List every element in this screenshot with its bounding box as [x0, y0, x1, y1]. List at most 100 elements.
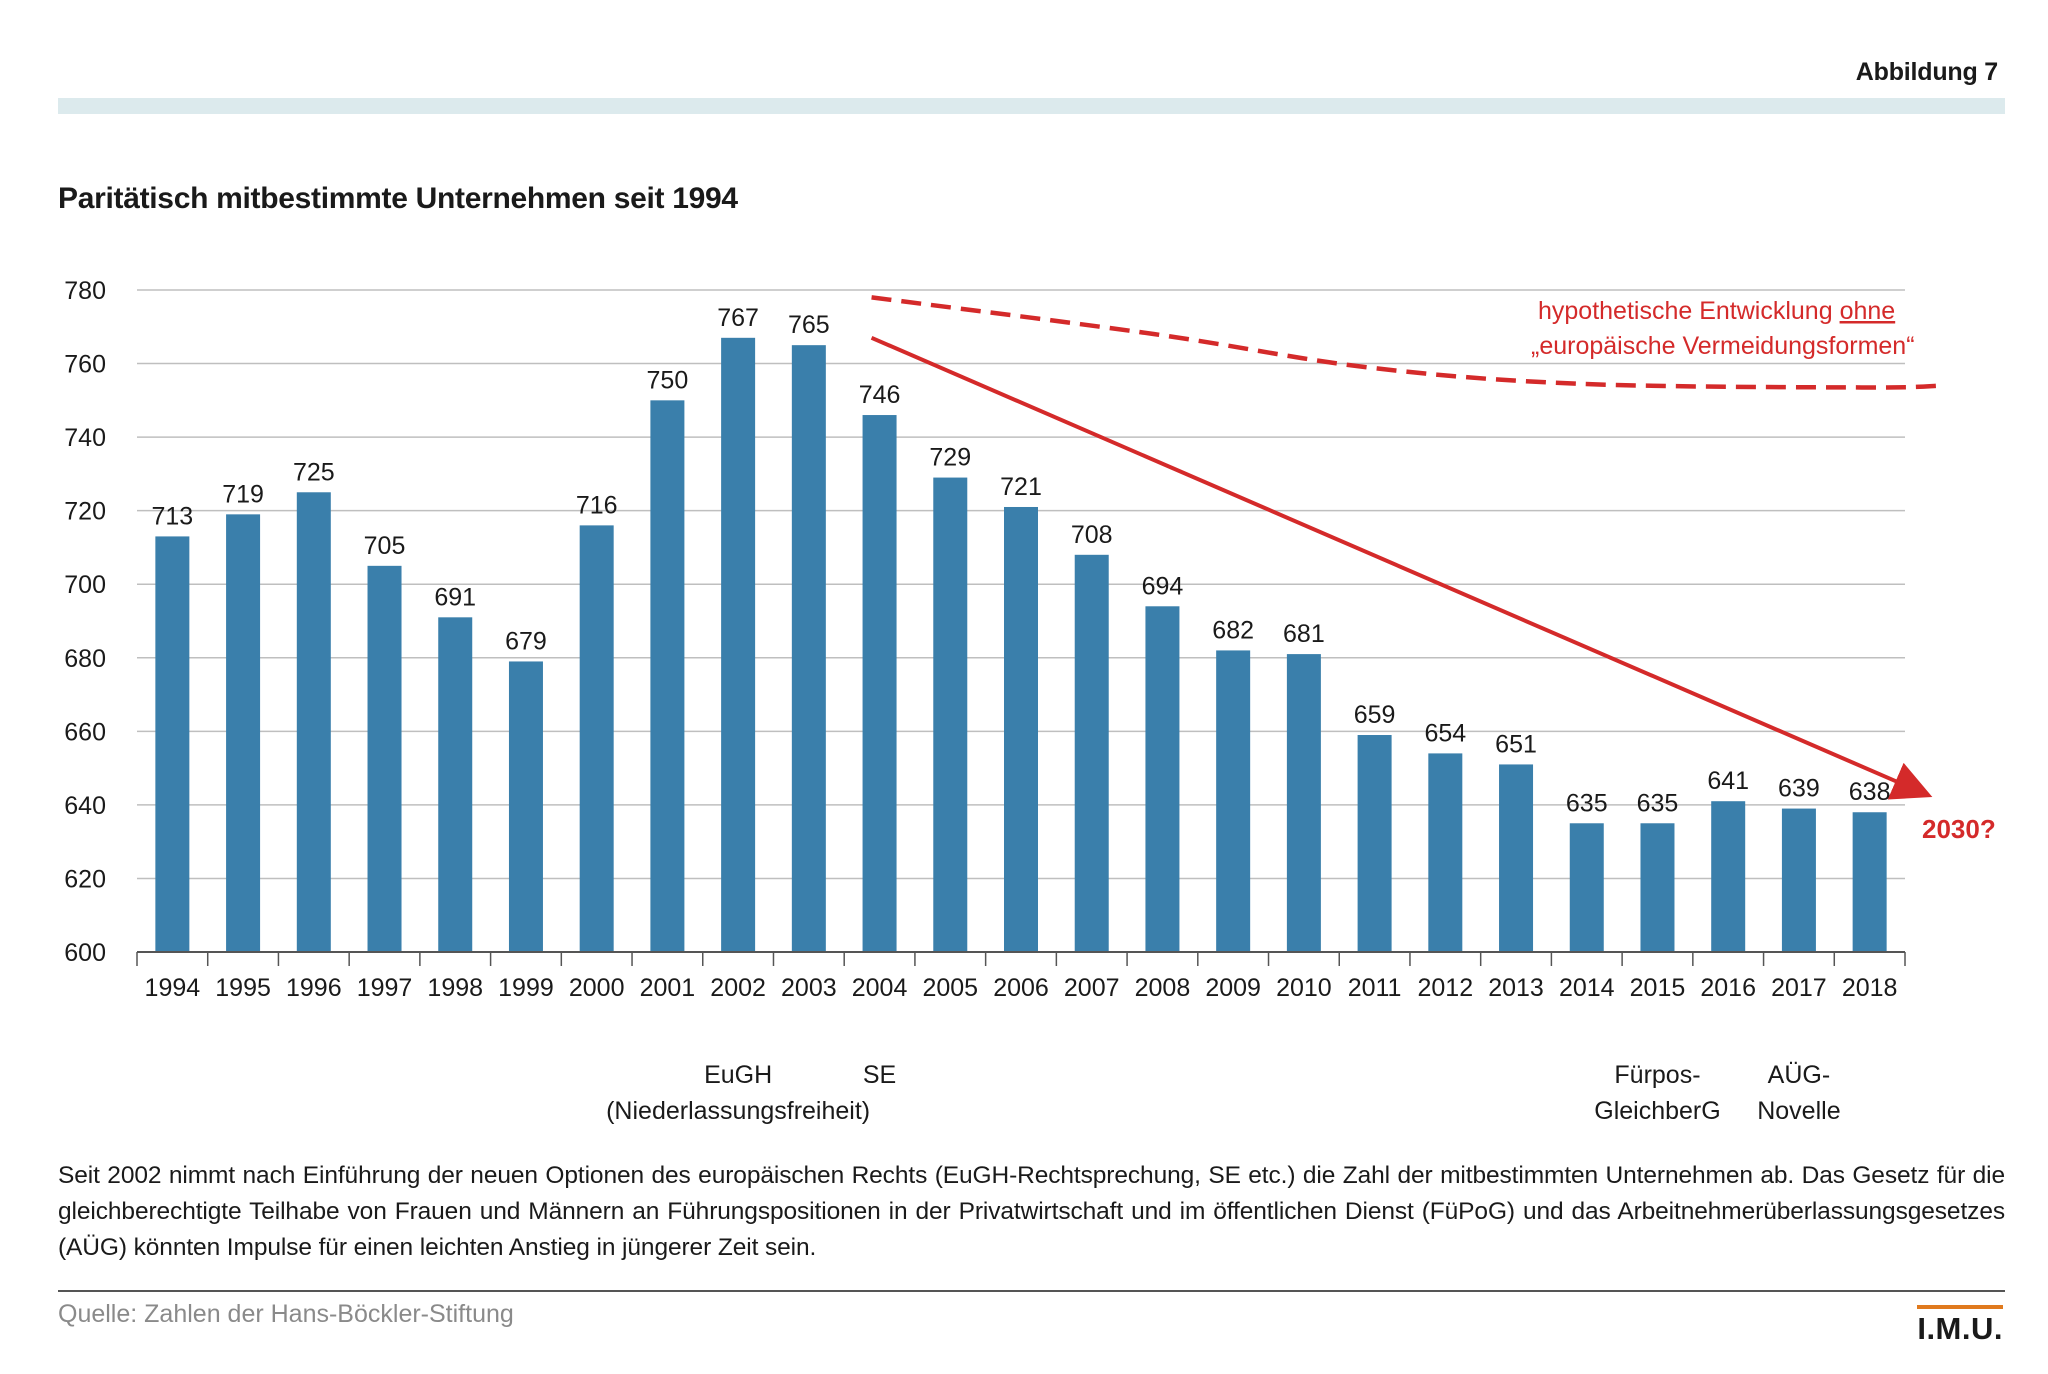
trend-lines: 2030? hypothetische Entwicklung ohne „euro… — [870, 295, 1996, 844]
event-annotation-2004: SE — [863, 1061, 896, 1089]
data-label-2016: 641 — [1707, 767, 1749, 795]
x-tick-label-2003: 2003 — [781, 974, 837, 1002]
bar-2003 — [791, 345, 826, 953]
bar-1998 — [438, 617, 473, 952]
data-label-2010: 681 — [1283, 620, 1325, 648]
bar-1994 — [155, 536, 190, 952]
data-label-2012: 654 — [1424, 719, 1466, 747]
x-tick-label-2002: 2002 — [710, 974, 766, 1002]
bar-2016 — [1711, 801, 1746, 952]
x-tick-label-2000: 2000 — [569, 974, 625, 1002]
data-label-2011: 659 — [1354, 701, 1396, 729]
bottom-rule — [58, 1290, 2005, 1292]
trend-arrow — [870, 335, 1933, 800]
data-label-2018: 638 — [1849, 778, 1891, 806]
x-tick-label-2011: 2011 — [1348, 974, 1402, 1002]
event-annotation-2015: Fürpos- GleichberG — [1594, 1061, 1720, 1125]
header-band — [58, 98, 2005, 114]
bar-1997 — [367, 565, 402, 952]
event-annotation-line: Novelle — [1757, 1097, 1840, 1125]
bar-1995 — [226, 514, 261, 952]
bar-2002 — [721, 337, 756, 952]
x-tick-label-2014: 2014 — [1559, 974, 1615, 1002]
y-axis: 600 620 640 660 680 700 720 740 760 780 — [64, 277, 106, 967]
hypothetical-label-emphasis: ohne — [1840, 297, 1896, 325]
bar-2012 — [1428, 753, 1463, 952]
event-annotations: EuGH (Niederlassungsfreiheit) SE Fürpos- Gle… — [606, 1061, 1840, 1125]
bar-2014 — [1569, 823, 1604, 952]
bar-2015 — [1640, 823, 1675, 952]
data-label-2004: 746 — [859, 381, 901, 409]
bar-1999 — [508, 661, 543, 952]
x-tick-label-2006: 2006 — [993, 974, 1049, 1002]
data-label-1996: 725 — [293, 458, 335, 486]
bar-2004 — [862, 415, 897, 952]
x-tick-label-2012: 2012 — [1418, 974, 1474, 1002]
bar-2000 — [579, 525, 614, 952]
data-label-2001: 750 — [647, 366, 689, 394]
bar-2007 — [1074, 554, 1109, 952]
trend-end-label: 2030? — [1922, 814, 1996, 844]
data-label-2005: 729 — [929, 444, 971, 472]
x-tick-label-1996: 1996 — [286, 974, 342, 1002]
data-label-1997: 705 — [364, 532, 406, 560]
chart-title: Paritätisch mitbestimmte Unternehmen sei… — [58, 182, 738, 215]
data-label-1994: 713 — [152, 502, 194, 530]
source-note: Quelle: Zahlen der Hans-Böckler-Stiftung — [58, 1300, 514, 1328]
hypothetical-label-line2: „europäische Vermeidungsformen“ — [1531, 332, 1915, 360]
data-label-2003: 765 — [788, 311, 830, 339]
event-annotation-line: EuGH — [704, 1061, 772, 1089]
y-tick-label: 720 — [64, 498, 106, 526]
x-tick-label-2010: 2010 — [1276, 974, 1332, 1002]
x-tick-label-2004: 2004 — [852, 974, 908, 1002]
event-annotation-line: AÜG- — [1768, 1061, 1831, 1089]
y-tick-label: 620 — [64, 865, 106, 893]
bar-2001 — [650, 400, 685, 952]
data-label-2007: 708 — [1071, 521, 1113, 549]
event-annotation-2017: AÜG- Novelle — [1757, 1061, 1840, 1125]
data-label-2017: 639 — [1778, 775, 1820, 803]
x-tick-label-2001: 2001 — [640, 974, 696, 1002]
y-tick-label: 660 — [64, 718, 106, 746]
data-label-2009: 682 — [1212, 616, 1254, 644]
data-label-1998: 691 — [434, 583, 476, 611]
bar-2009 — [1216, 650, 1251, 952]
hypothetical-label: hypothetische Entwicklung ohne — [1538, 297, 1895, 325]
imu-logo: I.M.U. — [1917, 1305, 2003, 1347]
x-tick-label-2009: 2009 — [1205, 974, 1261, 1002]
hypothetical-label-text: hypothetische Entwicklung — [1538, 297, 1840, 325]
x-tick-label-1995: 1995 — [215, 974, 271, 1002]
x-tick-label-2018: 2018 — [1842, 974, 1898, 1002]
data-label-1999: 679 — [505, 627, 547, 655]
y-tick-label: 640 — [64, 792, 106, 820]
x-tick-label-1999: 1999 — [498, 974, 554, 1002]
bar-2008 — [1145, 606, 1180, 952]
x-tick-label-1997: 1997 — [357, 974, 413, 1002]
x-tick-label-2015: 2015 — [1630, 974, 1686, 1002]
bar-1996 — [296, 492, 331, 952]
x-tick-label-2005: 2005 — [922, 974, 978, 1002]
event-annotation-line: SE — [863, 1061, 896, 1089]
x-tick-label-2013: 2013 — [1488, 974, 1544, 1002]
x-tick-label-1998: 1998 — [427, 974, 483, 1002]
x-axis: 1994 1995 1996 1997 1998 1999 2000 2001 2002 2003… — [136, 951, 1906, 1002]
x-tick-label-2016: 2016 — [1700, 974, 1756, 1002]
bar-2017 — [1781, 808, 1816, 952]
data-labels: 713 719 725 705 691 679 716 750 767 765 746 729 721 7… — [152, 304, 1891, 817]
y-tick-label: 700 — [64, 571, 106, 599]
data-label-2008: 694 — [1142, 572, 1184, 600]
bar-2010 — [1286, 654, 1321, 952]
y-tick-label: 740 — [64, 424, 106, 452]
bar-2006 — [1004, 506, 1038, 952]
bar-2011 — [1357, 735, 1392, 952]
y-tick-label: 680 — [64, 645, 106, 673]
data-label-2014: 635 — [1566, 789, 1608, 817]
y-tick-label: 600 — [64, 939, 106, 967]
x-tick-label-2008: 2008 — [1135, 974, 1191, 1002]
figure-label: Abbildung 7 — [1855, 58, 1998, 86]
data-label-2006: 721 — [1000, 473, 1042, 501]
event-annotation-line: (Niederlassungsfreiheit) — [606, 1097, 870, 1125]
x-tick-label-2007: 2007 — [1064, 974, 1120, 1002]
event-annotation-2002: EuGH (Niederlassungsfreiheit) — [606, 1061, 870, 1125]
